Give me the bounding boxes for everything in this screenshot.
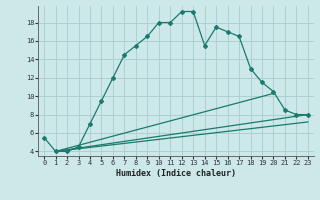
X-axis label: Humidex (Indice chaleur): Humidex (Indice chaleur) <box>116 169 236 178</box>
